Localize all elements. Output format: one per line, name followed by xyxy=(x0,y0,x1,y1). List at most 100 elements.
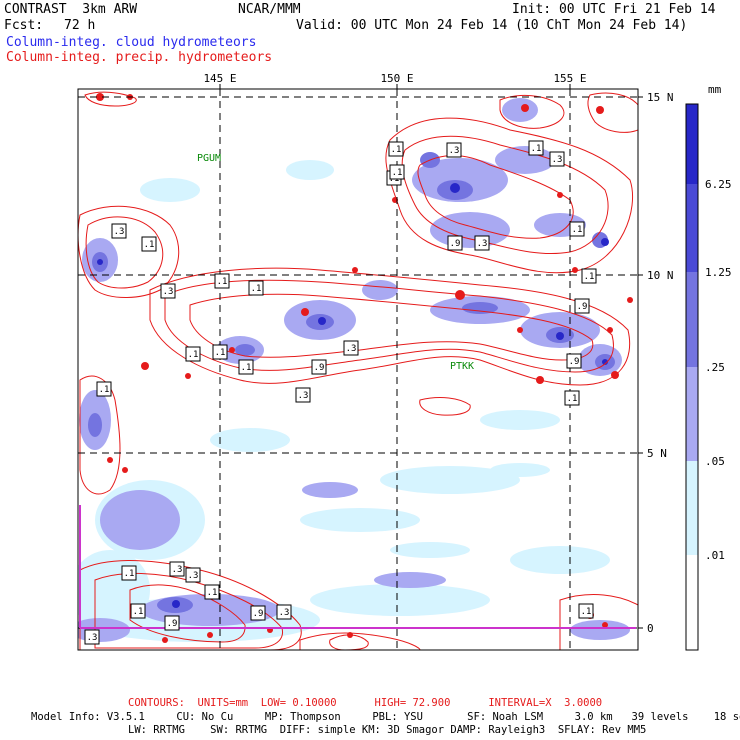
lon-label-155: 155 E xyxy=(553,72,586,85)
contour-label-box xyxy=(474,235,490,251)
contour-label-box xyxy=(141,236,157,252)
colorbar-band-6 xyxy=(686,555,698,650)
contour-label-value: .1 xyxy=(124,569,135,579)
precip-cells xyxy=(96,93,633,643)
contour-labels: .1 .3 .1 .3 .1 .3 .1 .9 .3 .1 .1 .1 .3 .1 .9 .3 .1 .1 .1 .9… xyxy=(84,140,597,645)
lon-label-145: 145 E xyxy=(203,72,236,85)
contour-label-value: .3 xyxy=(279,608,290,618)
colorbar: mm 6.25 1.25 .25 .05 .01 xyxy=(685,83,732,651)
contour-label-value: .1 xyxy=(251,284,262,294)
contour-label-value: .9 xyxy=(167,619,178,629)
contour-label-value: .1 xyxy=(392,168,403,178)
contour-label-box xyxy=(238,359,254,375)
contour-label-box xyxy=(169,561,185,577)
contour-label-box xyxy=(130,603,146,619)
field-cloud-title: Column-integ. cloud hydrometeors xyxy=(6,35,257,50)
contour-label-value: .9 xyxy=(450,239,461,249)
contour-label-value: .3 xyxy=(172,565,183,575)
map-frame xyxy=(77,88,639,651)
model-info-line-2: LW: RRTMG SW: RRTMG DIFF: simple KM: 3D … xyxy=(128,724,647,736)
fcst-value: 72 h xyxy=(64,18,96,33)
colorbar-label-.05: .05 xyxy=(705,455,725,468)
precip-contours xyxy=(78,91,638,650)
station-pgum: PGUM xyxy=(197,153,221,164)
colorbar-band-2 xyxy=(686,184,698,272)
org-label: NCAR/MMM xyxy=(238,2,301,17)
contour-label-box xyxy=(388,141,404,157)
contour-label-value: .3 xyxy=(477,239,488,249)
contour-label-value: .3 xyxy=(298,391,309,401)
colorbar-label-6.25: 6.25 xyxy=(705,178,732,191)
colorbar-unit: mm xyxy=(708,83,722,96)
contour-label-box xyxy=(250,605,266,621)
init-time: Init: 00 UTC Fri 21 Feb 14 xyxy=(512,2,716,17)
contour-label-box xyxy=(185,346,201,362)
contour-label-value: .1 xyxy=(207,588,218,598)
contour-label-box xyxy=(204,584,220,600)
lat-label-10n: 10 N xyxy=(647,269,674,282)
contour-label-value: .9 xyxy=(314,363,325,373)
lat-label-15n: 15 N xyxy=(647,91,674,104)
contour-label-box xyxy=(566,353,582,369)
station-ptkk: PTKK xyxy=(450,361,474,372)
contour-label-box xyxy=(578,603,594,619)
contour-label-value: .3 xyxy=(87,633,98,643)
contour-label-value: .1 xyxy=(531,144,542,154)
contour-label-value: .9 xyxy=(569,357,580,367)
lon-label-150: 150 E xyxy=(380,72,413,85)
contour-label-box xyxy=(276,604,292,620)
contour-label-box xyxy=(311,359,327,375)
colorbar-label-.01: .01 xyxy=(705,549,725,562)
contour-label-box xyxy=(569,221,585,237)
contour-label-value: .3 xyxy=(449,146,460,156)
contour-label-value: .9 xyxy=(253,609,264,619)
contour-label-box xyxy=(212,344,228,360)
contour-label-value: .1 xyxy=(188,350,199,360)
contour-label-value: .1 xyxy=(215,348,226,358)
contour-label-value: .9 xyxy=(577,302,588,312)
contour-label-box xyxy=(185,567,201,583)
model-title: CONTRAST 3km ARW xyxy=(4,2,138,17)
contour-label-box xyxy=(295,387,311,403)
contour-label-box xyxy=(446,142,462,158)
contour-label-value: .3 xyxy=(552,155,563,165)
contour-label-box xyxy=(160,283,176,299)
model-info-line-1: Model Info: V3.5.1 CU: No Cu MP: Thompso… xyxy=(31,711,740,723)
contour-label-value: .3 xyxy=(346,344,357,354)
contour-label-value: .1 xyxy=(567,394,578,404)
lat-label-5n: 5 N xyxy=(647,447,667,460)
contour-label-box xyxy=(96,381,112,397)
contour-label-value: .1 xyxy=(572,225,583,235)
contour-label-box xyxy=(447,235,463,251)
colorbar-label-1.25: 1.25 xyxy=(705,266,732,279)
contour-label-box xyxy=(164,615,180,631)
colorbar-band-5 xyxy=(686,461,698,555)
contour-label-box xyxy=(389,164,405,180)
colorbar-band-3 xyxy=(686,272,698,367)
contour-label-value: .1 xyxy=(217,277,228,287)
contour-label-box xyxy=(581,268,597,284)
colorbar-band-4 xyxy=(686,367,698,461)
contour-label-box xyxy=(121,565,137,581)
contour-label-box xyxy=(564,390,580,406)
valid-time: Valid: 00 UTC Mon 24 Feb 14 (10 ChT Mon … xyxy=(296,18,688,33)
colorbar-band-1 xyxy=(686,104,698,184)
contour-label-box xyxy=(84,629,100,645)
contour-label-value: .1 xyxy=(241,363,252,373)
contour-label-value: .3 xyxy=(114,227,125,237)
contour-label-value: .1 xyxy=(581,607,592,617)
contour-label-box xyxy=(549,151,565,167)
contour-label-value: .1 xyxy=(133,607,144,617)
contour-label-value: .3 xyxy=(188,571,199,581)
field-precip-title: Column-integ. precip. hydrometeors xyxy=(6,50,273,65)
contour-label-box xyxy=(111,223,127,239)
contour-label-value: .3 xyxy=(163,287,174,297)
contour-label-box xyxy=(248,280,264,296)
contour-label-box xyxy=(214,273,230,289)
contour-label-value: .1 xyxy=(584,272,595,282)
contour-label-box xyxy=(574,298,590,314)
lat-label-0: 0 xyxy=(647,622,654,635)
contour-label-box xyxy=(528,140,544,156)
colorbar-label-.25: .25 xyxy=(705,361,725,374)
